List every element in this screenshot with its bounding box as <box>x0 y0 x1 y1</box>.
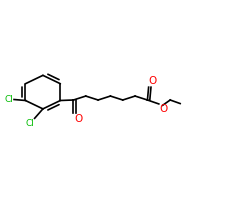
Text: Cl: Cl <box>25 119 34 128</box>
Text: O: O <box>159 104 167 114</box>
Text: Cl: Cl <box>5 95 13 104</box>
Text: O: O <box>148 76 156 86</box>
Text: O: O <box>74 114 83 124</box>
